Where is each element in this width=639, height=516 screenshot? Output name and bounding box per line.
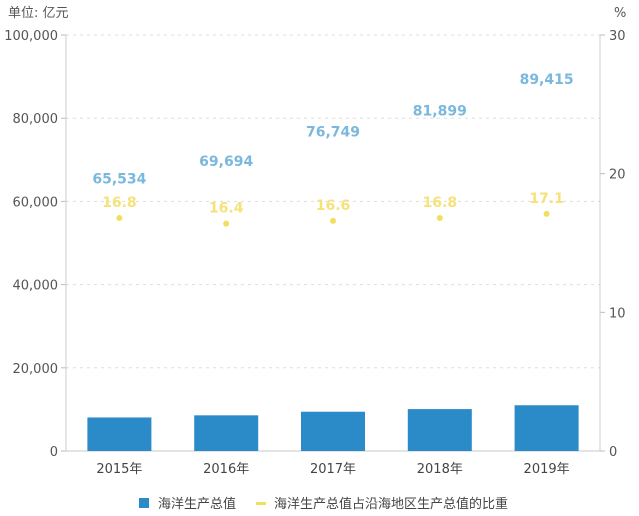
- bar: [194, 415, 259, 451]
- ratio-point: [116, 215, 123, 222]
- ratio-point: [223, 220, 230, 227]
- left-tick-label: 40,000: [13, 279, 59, 294]
- right-axis-unit: %: [614, 6, 626, 21]
- ratio-point: [436, 215, 443, 222]
- left-axis-unit: 单位: 亿元: [8, 6, 69, 21]
- ratio-value-label: 17.1: [529, 191, 564, 207]
- bar: [301, 411, 365, 451]
- bar-value-label: 76,749: [306, 125, 360, 141]
- ratio-point: [330, 217, 336, 224]
- x-axis: 2015年 2016年 2017年 2018年 2019年: [96, 462, 569, 477]
- right-tick-label: 30: [609, 29, 626, 44]
- legend-label-bar: 海洋生产总值: [158, 496, 236, 512]
- x-tick-label: 2019年: [524, 462, 570, 477]
- legend-label-ratio: 海洋生产总值占沿海地区生产总值的比重: [274, 496, 508, 512]
- ratio-value-label: 16.8: [423, 195, 458, 211]
- right-tick-label: 0: [609, 445, 617, 460]
- legend: 海洋生产总值 海洋生产总值占沿海地区生产总值的比重: [139, 496, 508, 512]
- x-tick-label: 2018年: [417, 462, 463, 477]
- bar: [87, 417, 152, 451]
- left-tick-label: 80,000: [13, 112, 59, 127]
- grid: [66, 34, 600, 452]
- ratio-point: [543, 210, 550, 217]
- left-tick-label: 60,000: [13, 195, 59, 210]
- bar: [514, 405, 579, 451]
- x-tick-label: 2016年: [203, 462, 249, 477]
- right-tick-label: 10: [609, 306, 626, 321]
- bar-series: 65,534 69,694 76,749 81,899 89,415: [87, 72, 579, 451]
- right-axis: 0 10 20 30: [599, 29, 626, 460]
- legend-swatch-bar: [139, 498, 149, 508]
- bar: [407, 409, 472, 451]
- bar-value-label: 65,534: [92, 171, 146, 187]
- right-tick-label: 20: [609, 168, 626, 183]
- bar-value-label: 69,694: [199, 154, 253, 170]
- legend-swatch-ratio: [256, 502, 266, 505]
- left-axis: 0 20,000 40,000 60,000 80,000 100,000: [4, 29, 67, 460]
- x-tick-label: 2015年: [96, 462, 142, 477]
- x-tick-label: 2017年: [310, 462, 356, 477]
- ratio-value-label: 16.8: [102, 195, 137, 211]
- bar-value-label: 81,899: [413, 103, 467, 119]
- ratio-series: 16.8 16.4 16.6 16.8 17.1: [102, 191, 564, 227]
- ratio-value-label: 16.4: [209, 201, 244, 217]
- left-tick-label: 20,000: [13, 362, 59, 377]
- left-tick-label: 0: [50, 445, 58, 460]
- ratio-value-label: 16.6: [316, 198, 351, 214]
- bar-value-label: 89,415: [520, 72, 574, 88]
- left-tick-label: 100,000: [4, 29, 58, 44]
